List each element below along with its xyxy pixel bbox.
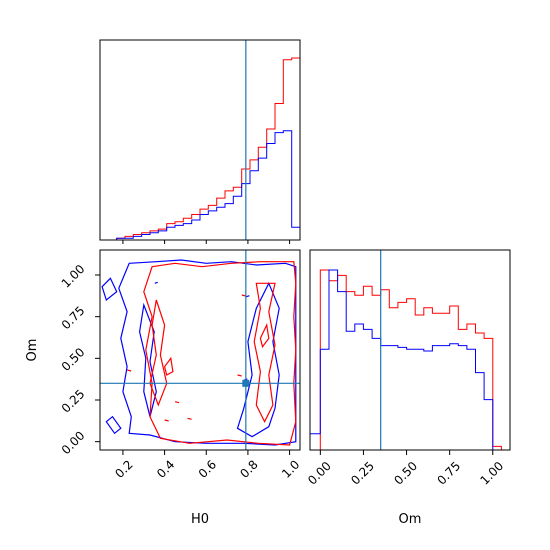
red-contour-2 <box>149 299 168 407</box>
h0-hist-red-steps <box>100 57 301 241</box>
x-axis-label-h0: H0 <box>191 512 209 527</box>
om-x-tick-label-4: 1.00 <box>478 459 507 488</box>
h0-histogram-panel <box>99 39 301 244</box>
scatter-x-tick-label-2: 0.6 <box>196 457 219 480</box>
red-contour-1 <box>253 282 276 424</box>
om-x-ticks: 0.00 0.25 0.50 0.75 1.00 <box>305 450 506 488</box>
h0-om-contour-panel: 0.2 0.4 0.6 0.8 1.0 0.00 0.25 0.50 0.75 1.00 <box>59 249 302 481</box>
contour-red-series <box>143 261 297 446</box>
blue-speck-1 <box>246 295 250 298</box>
red-speck-1 <box>237 374 242 377</box>
h0-histogram-red-series <box>100 57 301 241</box>
scatter-y-tick-label-3: 0.75 <box>59 303 88 332</box>
y-axis-label-om: Om <box>25 339 40 362</box>
red-speck-3 <box>164 419 169 422</box>
om-x-tick-label-3: 0.75 <box>434 459 463 488</box>
om-hist-blue-steps <box>309 269 510 451</box>
scatter-y-tick-label-1: 0.25 <box>59 387 88 416</box>
blue-speck-0 <box>154 281 158 284</box>
scatter-x-tick-label-0: 0.2 <box>112 457 135 480</box>
x-axis-label-om: Om <box>399 512 422 527</box>
scatter-y-tick-label-4: 1.00 <box>59 262 88 291</box>
truth-crosshair <box>100 250 300 450</box>
scatter-y-tick-label-0: 0.00 <box>59 428 88 457</box>
om-histogram-red-series <box>310 269 510 451</box>
om-histogram-frame <box>309 249 511 451</box>
om-hist-red-steps <box>310 269 510 451</box>
red-speck-5 <box>187 417 192 420</box>
scatter-x-tick-label-1: 0.4 <box>154 457 177 480</box>
om-x-tick-label-2: 0.50 <box>391 459 420 488</box>
h0-histogram-ticks <box>122 240 291 244</box>
om-x-tick-label-0: 0.00 <box>305 459 334 488</box>
truth-marker <box>242 379 250 387</box>
contour-frame <box>99 249 301 451</box>
h0-hist-blue-steps <box>100 130 301 241</box>
om-histogram-panel: 0.00 0.25 0.50 0.75 1.00 <box>305 249 511 488</box>
scatter-x-tick-label-3: 0.8 <box>237 457 260 480</box>
red-speck-4 <box>174 401 180 404</box>
scatter-x-ticks: 0.2 0.4 0.6 0.8 1.0 <box>112 450 302 481</box>
om-histogram-blue-series <box>309 269 510 451</box>
red-speck-2 <box>127 369 132 372</box>
scatter-x-tick-label-4: 1.0 <box>279 457 302 480</box>
scatter-y-tick-label-2: 0.50 <box>59 345 88 374</box>
red-contour-4 <box>259 322 270 349</box>
blue-contour-1 <box>236 281 280 438</box>
h0-histogram-blue-series <box>100 130 301 241</box>
blue-contour-3 <box>101 277 118 302</box>
red-contour-3 <box>163 356 174 376</box>
scatter-y-ticks: 0.00 0.25 0.50 0.75 1.00 <box>59 262 100 457</box>
red-speck-0 <box>241 294 246 297</box>
blue-contour-4 <box>105 415 122 435</box>
h0-histogram-frame <box>99 39 301 241</box>
blue-contour-0 <box>118 259 297 446</box>
om-x-tick-label-1: 0.25 <box>348 459 377 488</box>
